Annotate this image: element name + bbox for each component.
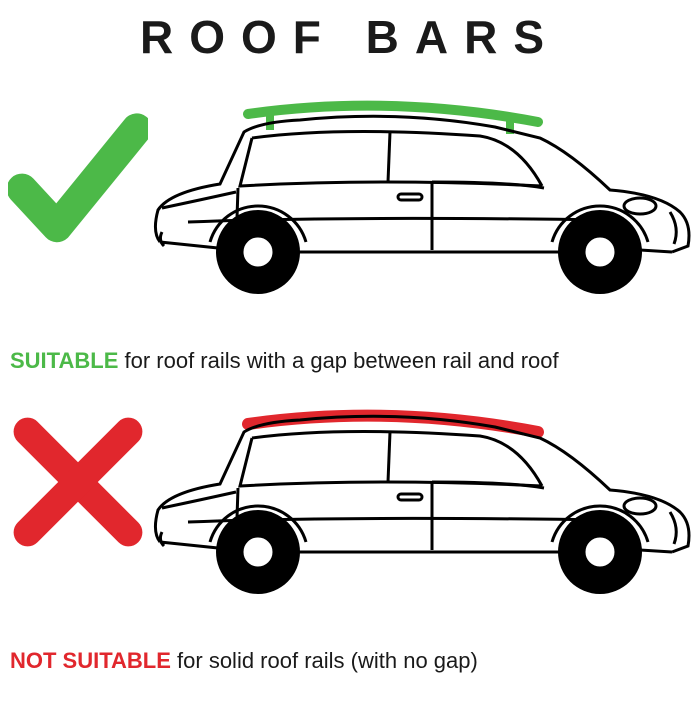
caption-suitable: SUITABLE for roof rails with a gap betwe… [10,348,700,374]
caption-lead: NOT SUITABLE [10,648,171,673]
check-icon [8,112,148,252]
page-title: ROOF BARS [0,10,700,64]
car-illustration-not-suitable [140,382,700,627]
car-illustration-suitable [140,82,700,327]
panel-suitable [0,82,700,342]
cross-icon [8,412,148,552]
caption-rest: for solid roof rails (with no gap) [171,648,478,673]
panel-not-suitable [0,382,700,642]
caption-not-suitable: NOT SUITABLE for solid roof rails (with … [10,648,700,674]
caption-lead: SUITABLE [10,348,118,373]
caption-rest: for roof rails with a gap between rail a… [118,348,558,373]
roof-rail-icon [248,416,538,432]
